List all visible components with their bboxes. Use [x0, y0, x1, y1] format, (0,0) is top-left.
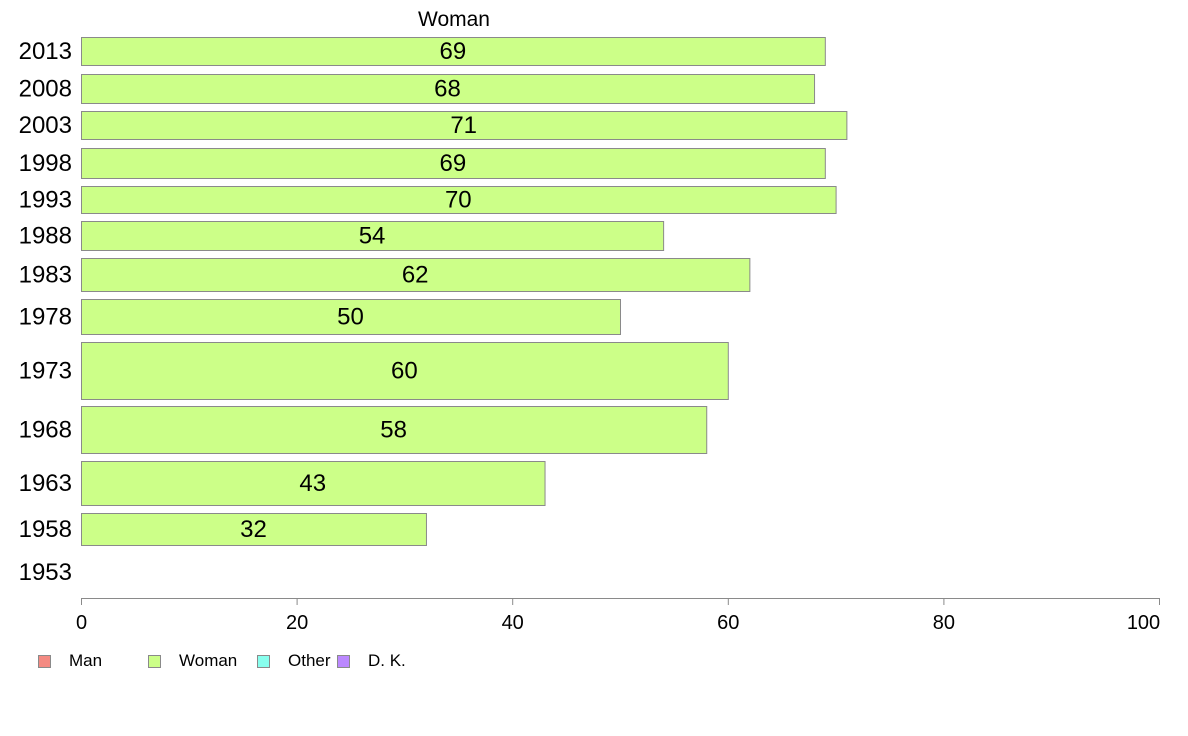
bar: [81, 513, 427, 546]
bar-value-label: 69: [440, 150, 467, 177]
legend-swatch: [148, 654, 161, 668]
legend-item: Woman: [148, 651, 257, 671]
year-label: 2008: [19, 76, 72, 103]
bar: [81, 148, 826, 179]
bar: [81, 186, 837, 214]
legend-item: Other: [257, 651, 337, 671]
year-label: 2003: [19, 112, 72, 139]
bar-value-label: 69: [440, 38, 467, 65]
x-tick-label: 0: [76, 612, 87, 634]
bar: [81, 406, 708, 454]
legend-item: D. K.: [337, 651, 417, 671]
bar-value-label: 54: [359, 223, 386, 250]
x-axis: 0 20 40 60 80 100: [76, 598, 1160, 634]
bar: [81, 461, 546, 506]
bar: [81, 258, 751, 292]
legend-label: Woman: [179, 651, 238, 670]
x-tick-label: 20: [286, 612, 308, 634]
year-labels-group: 2013 2008 2003 1998 1993 1988 1983 1978 1973 1968…: [19, 38, 72, 586]
legend-label: Man: [69, 651, 103, 670]
bar-value-label: 32: [240, 516, 267, 543]
bar-value-label: 58: [380, 417, 407, 444]
year-label: 1988: [19, 223, 72, 250]
legend-swatch: [257, 654, 270, 668]
bar: [81, 74, 816, 104]
legend-label: Other: [288, 651, 331, 670]
legend-swatch: [337, 654, 350, 668]
bar-value-label: 70: [445, 187, 472, 214]
x-tick-label: 40: [502, 612, 524, 634]
bar-value-label: 62: [402, 262, 429, 289]
bar: [81, 221, 665, 251]
year-label: 1978: [19, 304, 72, 331]
legend-label: D. K.: [368, 651, 406, 670]
year-label: 1998: [19, 150, 72, 177]
bar: [81, 37, 826, 66]
bar: [81, 299, 621, 335]
x-tick-label: 60: [717, 612, 739, 634]
year-label: 1973: [19, 358, 72, 385]
bar-value-label: 50: [337, 304, 364, 331]
year-label: 1993: [19, 187, 72, 214]
legend: Man Woman Other D. K.: [38, 650, 417, 672]
bar: [81, 342, 729, 400]
bars-group: 69 68 71 69 70 54 62 50 60 58 43 32: [81, 37, 848, 546]
year-label: 1958: [19, 516, 72, 543]
year-label: 2013: [19, 38, 72, 65]
year-label: 1983: [19, 262, 72, 289]
year-label: 1963: [19, 470, 72, 497]
year-label: 1968: [19, 417, 72, 444]
bar-value-label: 71: [450, 112, 477, 139]
chart-title: Woman: [418, 8, 490, 31]
bar-value-label: 60: [391, 358, 418, 385]
x-tick-label: 100: [1127, 612, 1160, 634]
bar-value-label: 43: [299, 470, 326, 497]
bar-value-label: 68: [434, 76, 461, 103]
year-label: 1953: [19, 559, 72, 586]
legend-swatch: [38, 654, 51, 668]
x-tick-label: 80: [933, 612, 955, 634]
bar: [81, 111, 848, 140]
legend-item: Man: [38, 651, 148, 671]
